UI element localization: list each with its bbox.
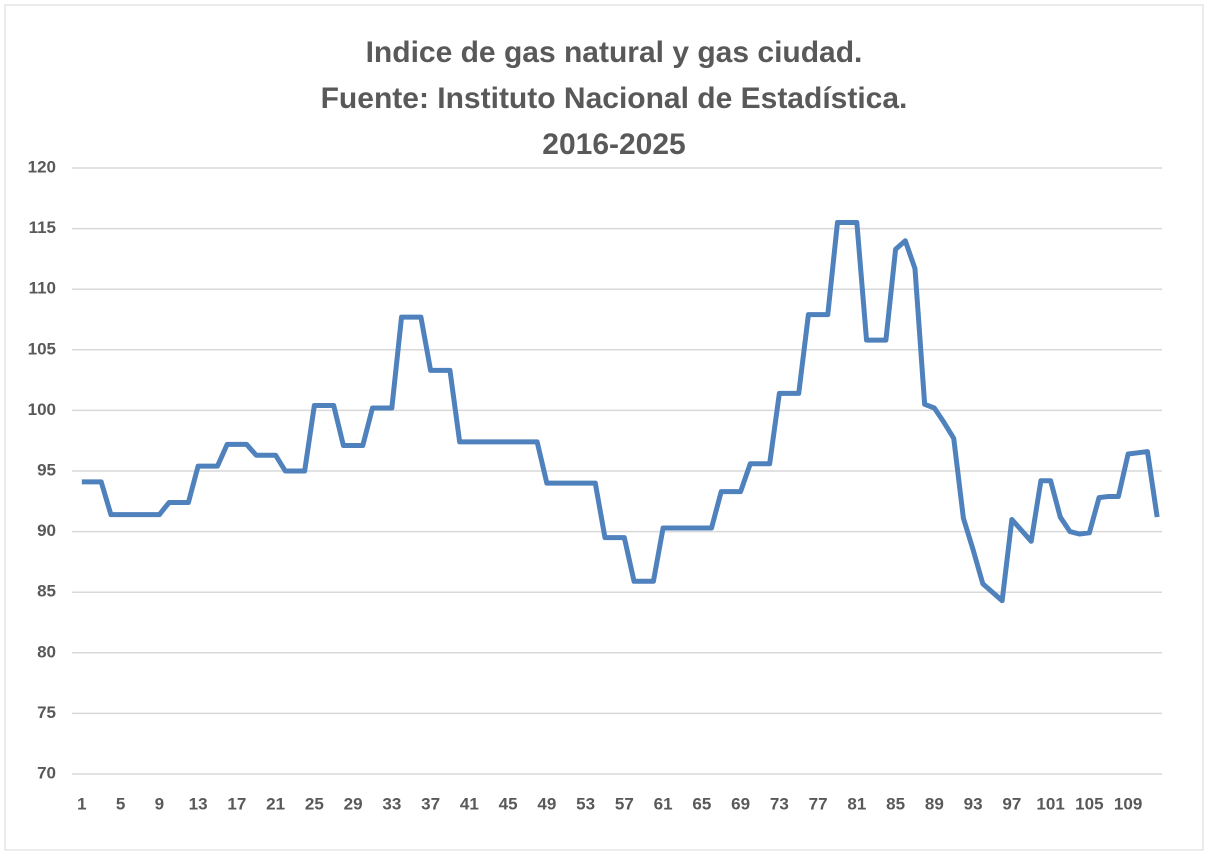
- x-tick-label: 33: [382, 794, 401, 813]
- chart-title: 2016-2025: [542, 128, 685, 161]
- chart-title: Indice de gas natural y gas ciudad.: [366, 36, 863, 69]
- x-tick-label: 73: [770, 794, 789, 813]
- x-tick-label: 101: [1036, 794, 1064, 813]
- x-tick-label: 81: [847, 794, 866, 813]
- y-tick-label: 90: [37, 521, 56, 540]
- chart-frame: [4, 4, 1204, 851]
- y-tick-label: 120: [28, 157, 56, 176]
- y-tick-label: 75: [37, 703, 56, 722]
- x-tick-label: 97: [1002, 794, 1021, 813]
- y-tick-label: 100: [28, 400, 56, 419]
- x-tick-label: 57: [615, 794, 634, 813]
- y-tick-label: 95: [37, 460, 56, 479]
- x-tick-label: 29: [344, 794, 363, 813]
- x-tick-label: 17: [227, 794, 246, 813]
- x-tick-label: 109: [1114, 794, 1142, 813]
- x-tick-label: 5: [116, 794, 125, 813]
- x-tick-label: 21: [266, 794, 285, 813]
- x-tick-label: 41: [460, 794, 479, 813]
- x-tick-label: 45: [499, 794, 518, 813]
- x-tick-label: 89: [925, 794, 944, 813]
- x-tick-label: 69: [731, 794, 750, 813]
- y-tick-label: 110: [29, 279, 56, 298]
- y-tick-label: 115: [29, 218, 56, 237]
- chart-title: Fuente: Instituto Nacional de Estadístic…: [321, 82, 908, 115]
- x-tick-label: 93: [964, 794, 983, 813]
- x-tick-label: 1: [77, 794, 86, 813]
- y-tick-label: 105: [28, 339, 56, 358]
- x-tick-label: 105: [1075, 794, 1103, 813]
- y-tick-label: 85: [37, 582, 56, 601]
- x-tick-label: 65: [692, 794, 711, 813]
- x-tick-label: 9: [155, 794, 164, 813]
- y-tick-label: 70: [37, 763, 56, 782]
- x-tick-label: 77: [809, 794, 828, 813]
- x-tick-label: 25: [305, 794, 324, 813]
- x-tick-label: 37: [421, 794, 440, 813]
- y-tick-label: 80: [37, 642, 56, 661]
- x-tick-label: 13: [189, 794, 208, 813]
- data-line: [81, 220, 1160, 604]
- x-tick-label: 85: [886, 794, 905, 813]
- x-tick-label: 53: [576, 794, 595, 813]
- x-tick-label: 49: [537, 794, 556, 813]
- x-tick-label: 61: [654, 794, 673, 813]
